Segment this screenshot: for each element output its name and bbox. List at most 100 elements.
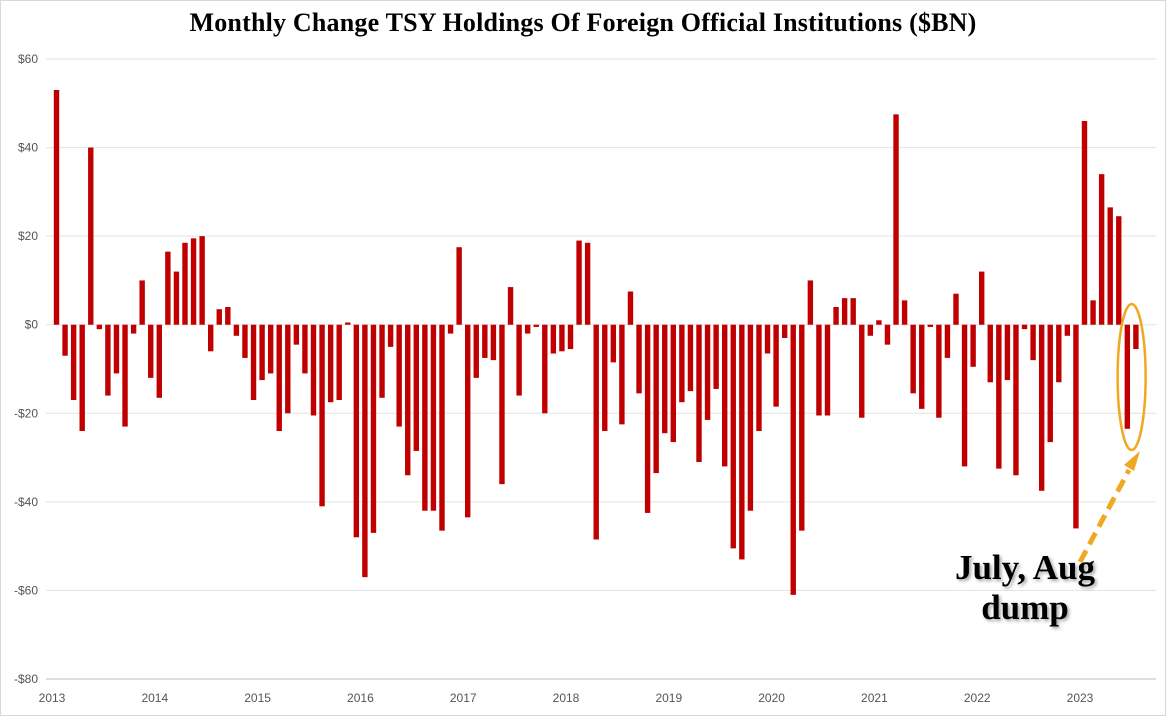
bar — [919, 324, 925, 409]
x-tick-label: 2022 — [964, 691, 991, 705]
bar — [447, 324, 454, 334]
bar — [610, 324, 617, 363]
bar — [593, 324, 599, 540]
bar — [884, 324, 891, 345]
bar — [747, 324, 754, 511]
bar — [722, 324, 728, 467]
bar — [1090, 300, 1096, 325]
bar — [1133, 324, 1139, 350]
bar — [1073, 324, 1079, 529]
annotation-text: July, Aug dump — [942, 548, 1108, 628]
bar — [362, 324, 368, 578]
bar — [927, 324, 933, 327]
annotation-arrowhead — [1124, 451, 1140, 471]
bar — [173, 271, 180, 325]
bar — [1056, 324, 1062, 383]
bar — [979, 271, 985, 325]
x-tick-label: 2020 — [758, 691, 785, 705]
y-tick-label: -$20 — [14, 406, 38, 420]
bar — [859, 324, 865, 418]
bar — [833, 307, 839, 325]
bar — [233, 324, 240, 336]
bar — [970, 324, 976, 367]
bar — [216, 309, 222, 325]
bar — [96, 324, 103, 330]
bar — [559, 324, 565, 352]
bar — [113, 324, 120, 374]
bar — [130, 324, 137, 334]
bar — [704, 324, 711, 420]
bar — [567, 324, 574, 350]
bar — [644, 324, 651, 513]
bar — [1081, 121, 1088, 325]
annotation-line-1: July, Aug — [954, 548, 1096, 587]
bar — [156, 324, 162, 398]
bar — [507, 287, 514, 325]
bar — [1098, 174, 1105, 325]
bar — [456, 247, 462, 325]
bar — [242, 324, 248, 358]
bar — [662, 324, 668, 434]
bar — [696, 324, 702, 462]
y-tick-label: $40 — [18, 141, 38, 155]
bar — [1116, 216, 1122, 325]
bar — [122, 324, 128, 427]
bar — [396, 324, 402, 427]
bar — [465, 324, 471, 518]
bar — [653, 324, 659, 474]
bar — [422, 324, 428, 511]
bar — [499, 324, 505, 485]
bar — [139, 280, 145, 325]
x-tick-label: 2015 — [244, 691, 271, 705]
bar — [482, 324, 488, 358]
bar — [584, 242, 591, 325]
x-tick-label: 2019 — [655, 691, 682, 705]
y-tick-label: -$80 — [14, 672, 38, 686]
bar — [336, 324, 342, 400]
bar — [679, 324, 685, 403]
bar — [799, 324, 805, 531]
bar — [208, 324, 214, 352]
bar — [730, 324, 736, 549]
bar — [379, 324, 385, 398]
bar — [53, 90, 60, 325]
bar — [413, 324, 419, 451]
bar — [1021, 324, 1028, 330]
bar — [473, 324, 479, 378]
bar — [996, 324, 1002, 469]
bar — [816, 324, 822, 416]
chart-title: Monthly Change TSY Holdings Of Foreign O… — [189, 8, 977, 37]
bar — [936, 324, 942, 418]
bar — [876, 320, 882, 325]
bar — [259, 324, 265, 381]
bar — [516, 324, 522, 396]
y-tick-label: -$60 — [14, 583, 38, 597]
bar — [88, 147, 94, 325]
bar — [576, 240, 582, 325]
bar — [910, 324, 916, 394]
y-tick-label: $0 — [25, 318, 39, 332]
bar — [405, 324, 411, 476]
annotation-ellipse — [1116, 302, 1147, 452]
x-tick-label: 2023 — [1067, 691, 1094, 705]
bar — [190, 238, 197, 325]
bar — [790, 324, 796, 595]
bar — [670, 324, 676, 443]
bar — [70, 324, 77, 400]
x-tick-label: 2018 — [553, 691, 580, 705]
annotation-line-2: dump — [981, 588, 1069, 627]
bar — [773, 324, 779, 407]
bar — [944, 324, 951, 358]
bar — [636, 324, 642, 394]
bar — [542, 324, 548, 414]
bar — [182, 242, 188, 325]
bar — [293, 324, 300, 345]
bar — [430, 324, 437, 511]
bar — [165, 251, 171, 325]
bar — [1004, 324, 1011, 381]
bar — [439, 324, 445, 531]
bar — [627, 291, 634, 325]
bar — [319, 324, 325, 507]
y-tick-label: -$40 — [14, 495, 38, 509]
